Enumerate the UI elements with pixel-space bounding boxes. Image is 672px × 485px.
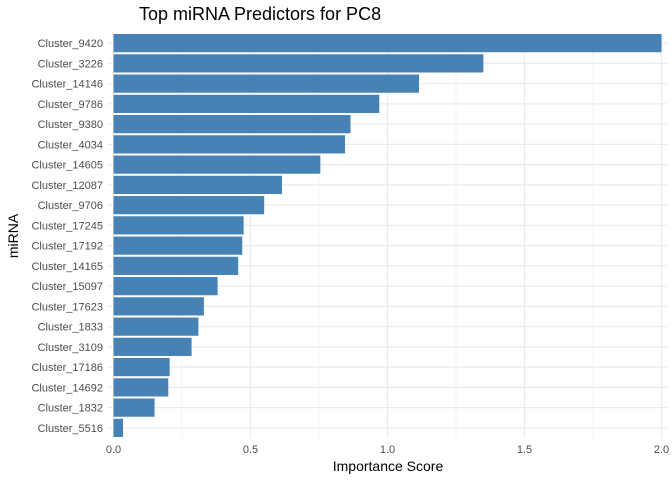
y-tick-label: Cluster_17192 (31, 241, 103, 253)
bar (113, 236, 243, 255)
y-tick-label: Cluster_14165 (31, 261, 103, 273)
y-tick-label: Cluster_4034 (38, 139, 103, 151)
y-tick-label: Cluster_1833 (38, 322, 103, 334)
y-axis-title: miRNA (5, 213, 21, 258)
bar (113, 74, 420, 93)
bar (113, 34, 662, 53)
bar (113, 54, 484, 73)
bar (113, 155, 321, 174)
y-tick-label: Cluster_3226 (38, 58, 103, 70)
y-tick-label: Cluster_15097 (31, 281, 103, 293)
bar (113, 277, 218, 296)
y-tick-label: Cluster_3109 (38, 342, 103, 354)
x-axis-title: Importance Score (333, 458, 444, 474)
y-tick-labels: Cluster_9420 Cluster_3226 Cluster_14146 Clu… (31, 38, 103, 435)
y-tick-label: Cluster_1832 (38, 403, 103, 415)
x-tick-label: 0.5 (243, 444, 258, 456)
x-tick-label: 0.0 (106, 444, 121, 456)
y-tick-label: Cluster_9420 (38, 38, 103, 50)
y-tick-label: Cluster_14692 (31, 382, 103, 394)
bar (113, 115, 351, 134)
bar (113, 297, 204, 316)
bar (113, 337, 192, 356)
y-tick-label: Cluster_9786 (38, 99, 103, 111)
bar (113, 196, 265, 215)
y-tick-label: Cluster_17186 (31, 362, 103, 374)
bar (113, 398, 155, 417)
bar (113, 216, 244, 235)
bar (113, 94, 380, 113)
bar (113, 175, 283, 194)
x-tick-label: 2.0 (654, 444, 669, 456)
y-tick-label: Cluster_14146 (31, 79, 103, 91)
x-tick-labels: 0.0 0.5 1.0 1.5 2.0 (106, 444, 669, 456)
bars (113, 34, 662, 437)
y-tick-label: Cluster_9706 (38, 200, 103, 212)
x-tick-label: 1.5 (517, 444, 532, 456)
y-tick-label: Cluster_12087 (31, 180, 103, 192)
y-tick-label: Cluster_17623 (31, 301, 103, 313)
chart-title: Top miRNA Predictors for PC8 (139, 4, 381, 24)
y-tick-label: Cluster_14605 (31, 160, 103, 172)
bar (113, 135, 346, 154)
bar (113, 378, 169, 397)
y-tick-label: Cluster_17245 (31, 220, 103, 232)
bar (113, 256, 239, 275)
bar (113, 358, 170, 377)
grid (108, 33, 667, 438)
y-tick-label: Cluster_5516 (38, 423, 103, 435)
y-tick-label: Cluster_9380 (38, 119, 103, 131)
x-tick-label: 1.0 (380, 444, 395, 456)
bar (113, 418, 124, 437)
bar (113, 317, 199, 336)
